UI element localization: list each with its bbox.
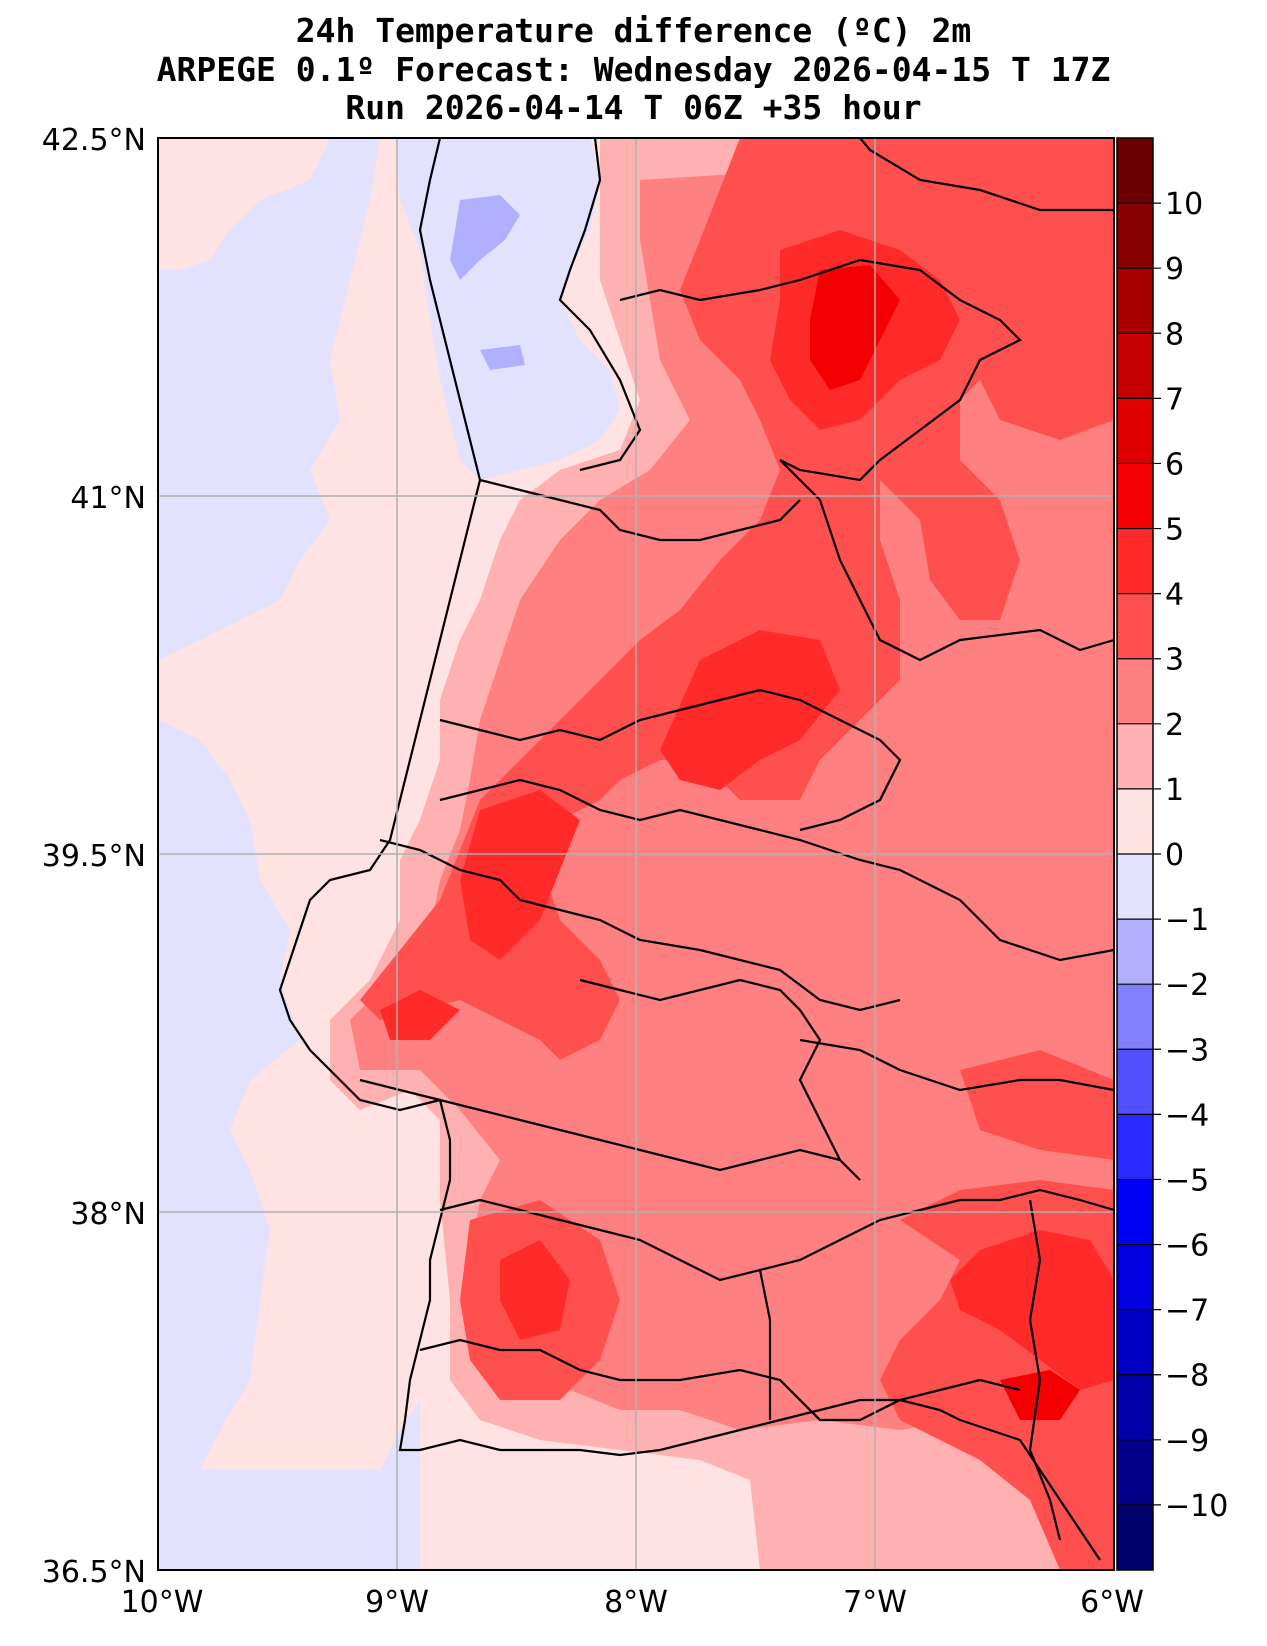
colorbar-tick-label: 3	[1165, 643, 1184, 678]
title-line-3: Run 2026-04-14 T 06Z +35 hour	[345, 88, 922, 127]
colorbar-segment	[1117, 1439, 1153, 1506]
colorbar-segment	[1117, 1244, 1153, 1311]
colorbar-segment	[1117, 528, 1153, 595]
map-frame	[157, 137, 1115, 1571]
lat-label-42-5: 42.5°N	[42, 123, 146, 158]
colorbar-segment	[1117, 1309, 1153, 1376]
lon-label-9w: 9°W	[365, 1585, 429, 1620]
lon-label-6w: 6°W	[1080, 1585, 1144, 1620]
title-line-2: ARPEGE 0.1º Forecast: Wednesday 2026-04-…	[156, 50, 1111, 89]
colorbar-segment	[1117, 919, 1153, 985]
lat-label-36-5: 36.5°N	[42, 1555, 146, 1590]
colorbar-tick-label: 0	[1165, 838, 1184, 873]
colorbar-tick-label: 6	[1165, 447, 1184, 482]
colorbar-segment	[1117, 984, 1153, 1050]
colorbar-tick-label: −3	[1165, 1033, 1209, 1068]
colorbar-tick-label: 7	[1165, 382, 1184, 417]
colorbar-tick-label: 9	[1165, 252, 1184, 287]
colorbar-segment	[1117, 1179, 1153, 1246]
colorbar-tick-label: −10	[1165, 1489, 1228, 1524]
field-five-to-six	[810, 265, 1080, 1420]
colorbar-segment	[1117, 1374, 1153, 1441]
colorbar-tick-label: 10	[1165, 187, 1203, 222]
colorbar-segment	[1117, 1049, 1153, 1115]
title-line-1: 24h Temperature difference (ºC) 2m	[295, 11, 972, 50]
admin-borders	[278, 138, 1114, 1561]
lat-label-39-5: 39.5°N	[42, 839, 146, 874]
colorbar-segment	[1117, 1114, 1153, 1180]
colorbar-segment	[1117, 398, 1153, 464]
field-minus-one	[450, 195, 525, 370]
colorbar-segment	[1117, 268, 1153, 334]
colorbar-tick-label: 8	[1165, 317, 1184, 352]
colorbar-tick-label: 5	[1165, 513, 1184, 548]
field-four-to-five	[380, 230, 1114, 1390]
colorbar-segment	[1117, 593, 1153, 660]
colorbar-tick-label: −5	[1165, 1163, 1209, 1198]
lon-label-10w: 10°W	[121, 1585, 204, 1620]
lat-label-41: 41°N	[70, 481, 146, 516]
colorbar-tick-label: 2	[1165, 708, 1184, 743]
colorbar-tick-label: −6	[1165, 1229, 1209, 1264]
colorbar-segment	[1117, 723, 1153, 790]
colorbar-tick-label: −2	[1165, 968, 1209, 1003]
colorbar-segment	[1117, 854, 1153, 920]
colorbar-segment	[1117, 1504, 1153, 1571]
field-three-to-four-south	[460, 1050, 1114, 1570]
lat-label-38: 38°N	[70, 1197, 146, 1232]
field-zero-to-one-north	[158, 138, 330, 270]
colorbar-segment	[1117, 463, 1153, 530]
colorbar-segment	[1117, 788, 1153, 855]
colorbar-tick-label: −1	[1165, 903, 1209, 938]
colorbar-tick-label: −8	[1165, 1359, 1209, 1394]
colorbar-segment	[1117, 333, 1153, 399]
lon-label-7w: 7°W	[843, 1585, 907, 1620]
colorbar-segment	[1117, 138, 1153, 204]
colorbar-tick-label: 4	[1165, 578, 1184, 613]
field-negative-north-coast	[395, 138, 620, 480]
graticule	[158, 138, 1114, 1570]
colorbar-tick-label: −9	[1165, 1424, 1209, 1459]
lat-axis-labels: 42.5°N 41°N 39.5°N 38°N 36.5°N	[42, 123, 146, 1590]
colorbar-tick-label: −4	[1165, 1098, 1209, 1133]
colorbar-tick-label: 1	[1165, 773, 1184, 808]
lon-axis-labels: 10°W 9°W 8°W 7°W 6°W	[121, 1585, 1144, 1620]
temperature-field	[158, 138, 1114, 1570]
colorbar-segment	[1117, 658, 1153, 725]
colorbar-segment	[1117, 203, 1153, 269]
colorbar-tick-label: −7	[1165, 1294, 1209, 1329]
lon-label-8w: 8°W	[604, 1585, 668, 1620]
